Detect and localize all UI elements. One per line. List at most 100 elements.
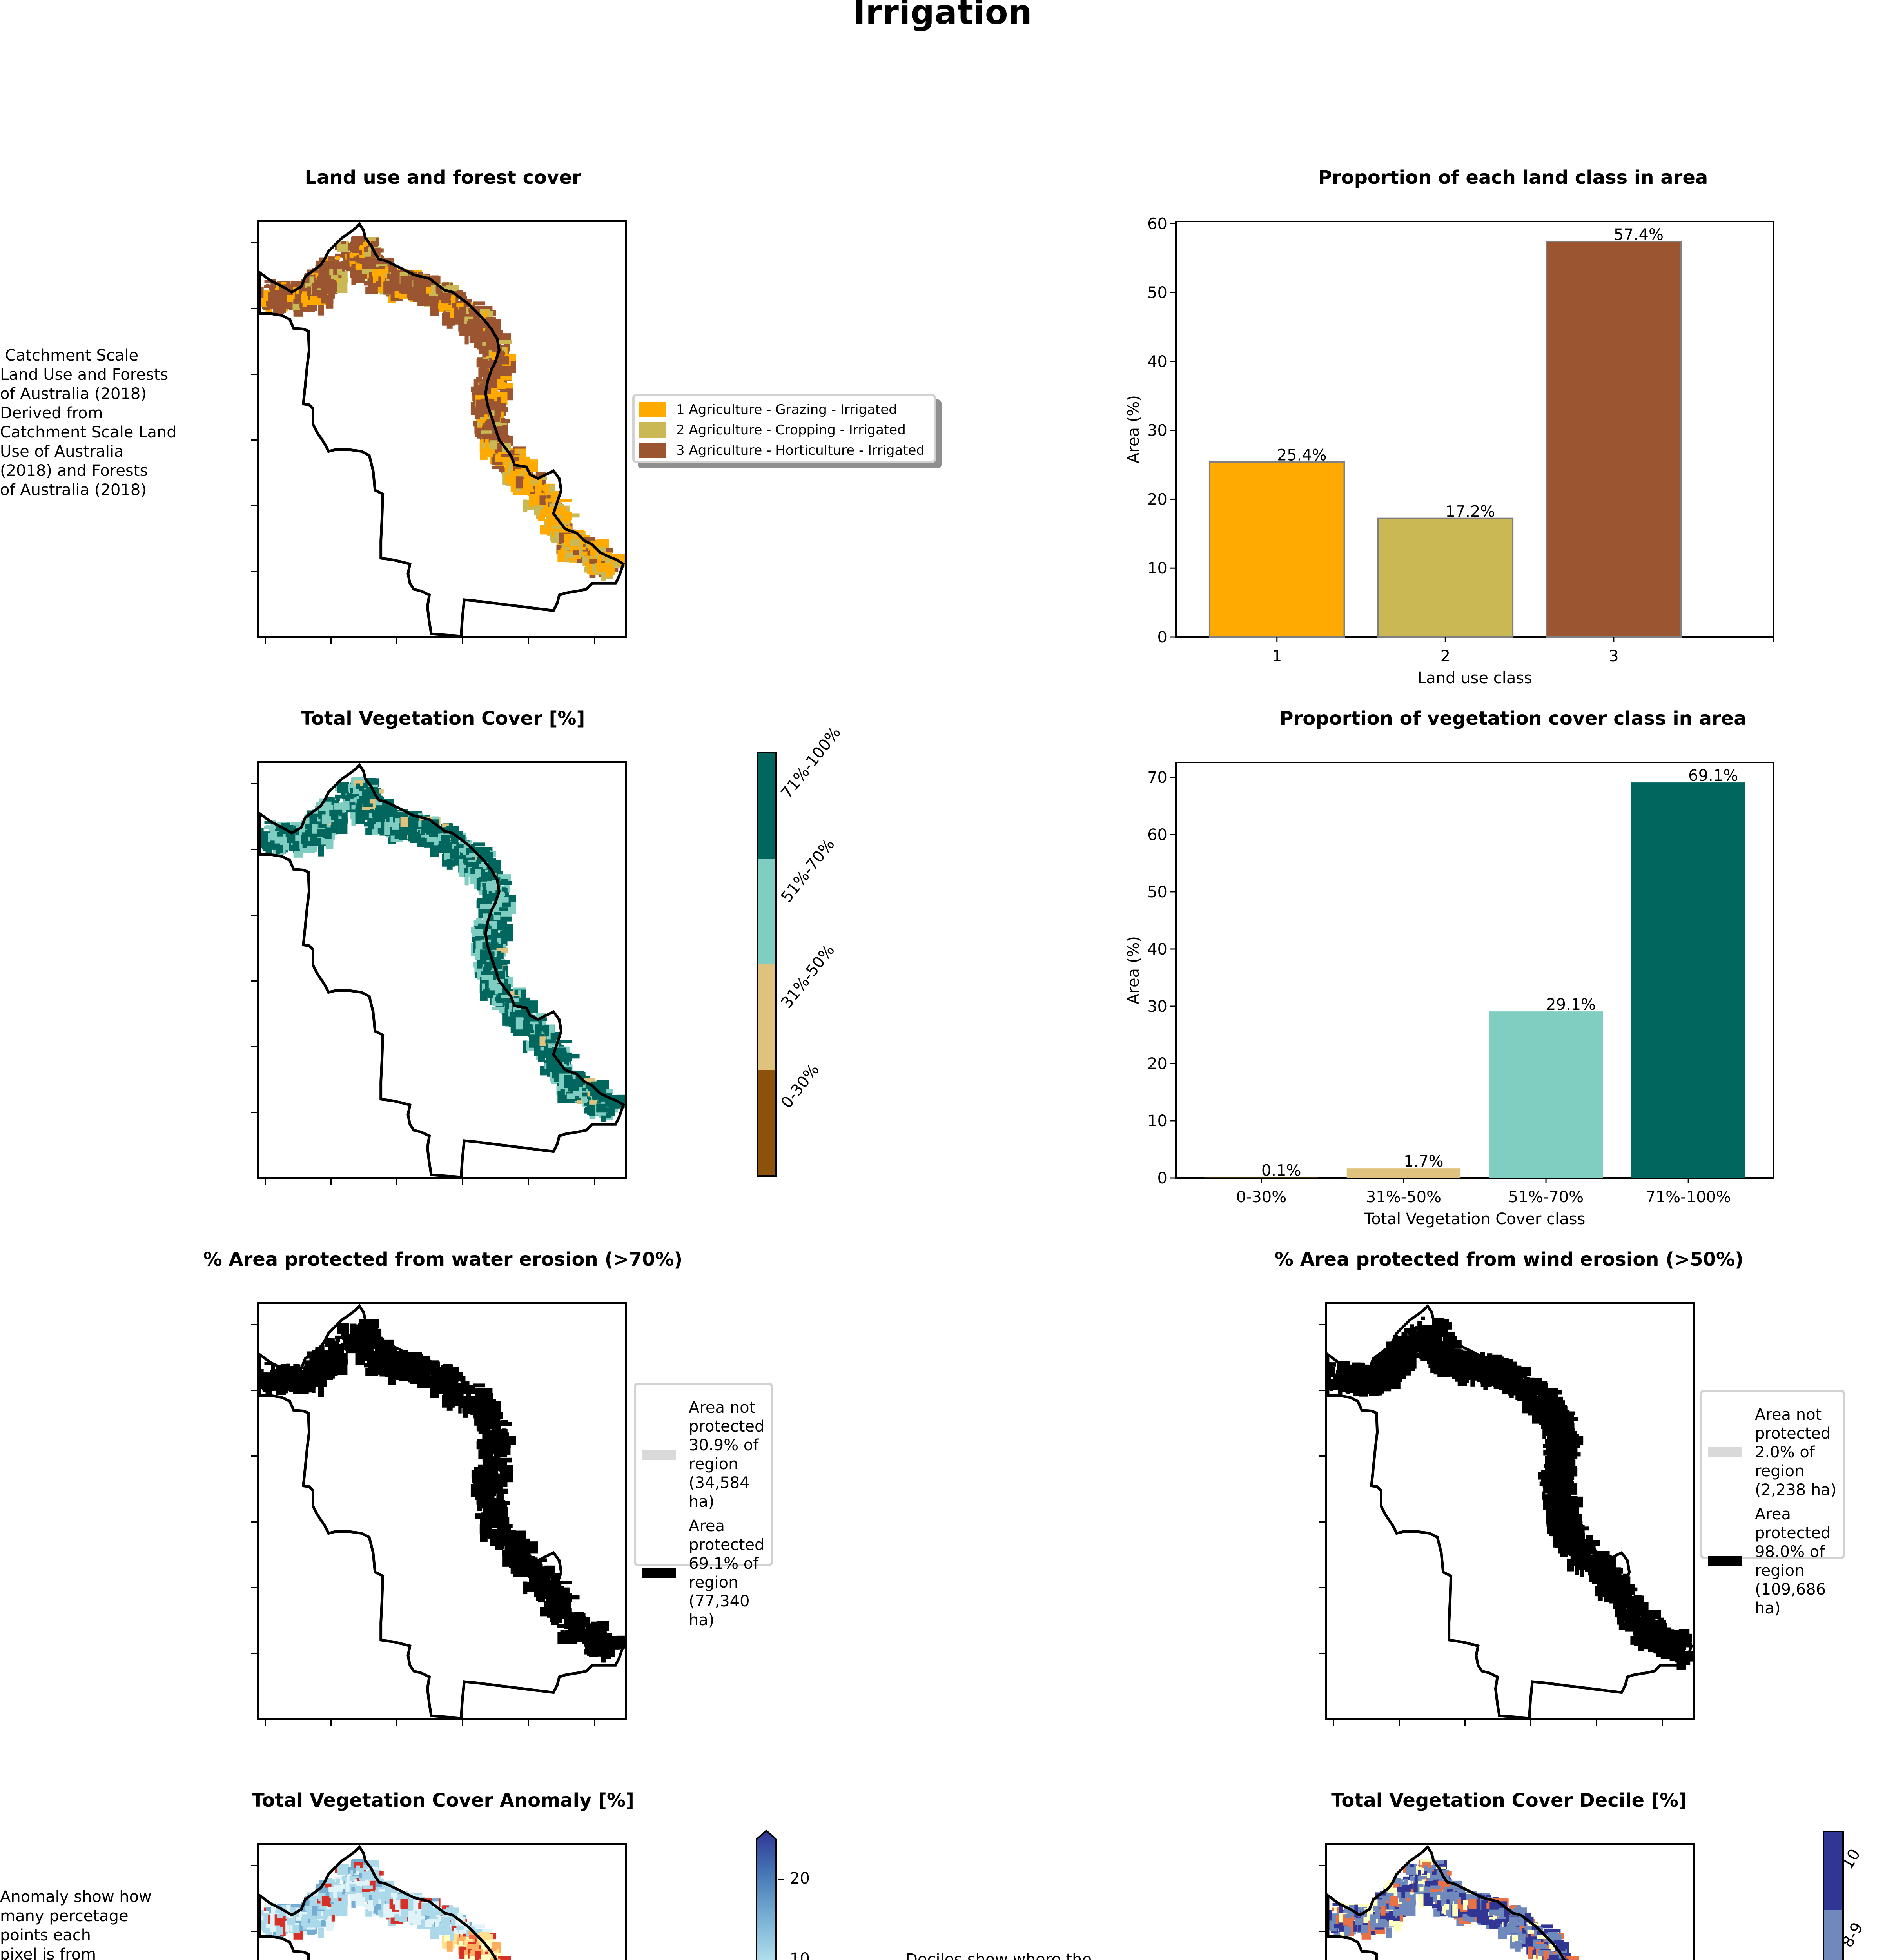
map-pixel (1554, 1409, 1558, 1419)
map-pixel (596, 1103, 606, 1113)
map-pixel (543, 1569, 548, 1573)
map-pixel (590, 1089, 597, 1096)
map-pixel (350, 788, 353, 793)
map-pixel (500, 411, 504, 423)
map-pixel (341, 782, 346, 785)
map-pixel (584, 1649, 588, 1655)
map-pixel (1564, 1493, 1570, 1504)
map-pixel (490, 892, 496, 897)
map-pixel (567, 513, 580, 518)
y-tick-label: 40 (1147, 353, 1167, 371)
map-pixel (499, 916, 512, 922)
map-pixel (463, 844, 471, 848)
map-pixel (598, 1096, 602, 1101)
map-pixel (1509, 1392, 1514, 1398)
map-pixel (554, 1614, 562, 1623)
page-title: Irrigation (853, 0, 1032, 32)
map-pixel (492, 462, 503, 466)
map-pixel (334, 803, 343, 810)
map-pixel (341, 1343, 345, 1348)
bar-data-label: 29.1% (1546, 996, 1596, 1014)
map-pixel (602, 1089, 613, 1094)
map-pixel (509, 1020, 517, 1027)
map-pixel (499, 1422, 512, 1426)
map-pixel (312, 1368, 317, 1372)
map-pixel (582, 546, 586, 550)
map-pixel (508, 1009, 512, 1021)
y-axis-label: Area (%) (1125, 395, 1143, 463)
map-pixel (384, 266, 389, 270)
map-pixel (483, 448, 490, 456)
y-tick-label: 10 (1147, 559, 1167, 577)
map-pixel (1543, 1464, 1554, 1468)
map-pixel (1417, 1337, 1426, 1342)
y-tick-label: 40 (1147, 940, 1167, 958)
map-pixel (491, 940, 495, 946)
x-tick-label: 1 (1272, 647, 1282, 665)
map-pixel (534, 1587, 541, 1597)
map-pixel (495, 382, 506, 390)
map-pixel (1553, 1430, 1558, 1443)
map-pixel (481, 928, 486, 938)
map-pixel (486, 866, 497, 870)
map-pixel (463, 1409, 468, 1418)
map-pixel (456, 1385, 466, 1389)
map-pixel (368, 1359, 374, 1371)
map-pixel (582, 1633, 588, 1638)
bar (1631, 782, 1745, 1178)
map-pixel (278, 303, 283, 312)
map-pixel (379, 810, 392, 815)
map-pixel (543, 487, 548, 492)
map-pixel (539, 476, 547, 480)
map-pixel (589, 559, 597, 564)
map-pixel (489, 929, 498, 936)
map-pixel (393, 1365, 397, 1372)
map-pixel (459, 864, 464, 877)
map-pixel (539, 1017, 547, 1021)
map-pixel (466, 862, 479, 867)
land-use-source-note: Catchment Scale Land Use and Forests of … (0, 347, 177, 499)
map-pixel (1543, 1412, 1547, 1416)
map-pixel (372, 810, 384, 818)
map-pixel (477, 422, 481, 427)
map-pixel (501, 995, 514, 998)
map-pixel (1565, 1420, 1571, 1425)
map-pixel (311, 812, 317, 816)
map-pixel (585, 1636, 590, 1649)
map-pixel (501, 356, 509, 362)
map-pixel (354, 786, 359, 793)
map-pixel (359, 250, 362, 255)
y-tick-label: 0 (1157, 628, 1167, 646)
map-pixel (286, 822, 290, 835)
map-pixel (495, 923, 506, 931)
map-pixel (341, 253, 345, 258)
map-pixel (509, 479, 517, 486)
map-pixel (587, 561, 590, 574)
y-tick-label: 70 (1147, 769, 1167, 787)
map-pixel (466, 1403, 479, 1408)
map-pixel (432, 1386, 439, 1392)
map-pixel (1421, 1316, 1426, 1320)
map-pixel (477, 346, 481, 350)
y-tick-label: 10 (1147, 1112, 1167, 1130)
legend-item: 3 Agriculture - Horticulture - Irrigated (635, 440, 934, 461)
map-pixel (426, 1378, 438, 1383)
map-pixel (484, 414, 489, 419)
bar (1377, 517, 1514, 638)
y-axis-label: Area (%) (1125, 936, 1143, 1004)
map-pixel (489, 1470, 498, 1477)
map-pixel (364, 1363, 370, 1368)
map-pixel (431, 826, 436, 838)
map-pixel (515, 476, 524, 489)
map-pixel (545, 1580, 557, 1584)
map-pixel (557, 1624, 569, 1628)
map-pixel (1431, 1328, 1436, 1335)
map-pixel (613, 1102, 620, 1109)
map-pixel (431, 1367, 436, 1379)
map-pixel (351, 273, 356, 285)
legend-label: 2 Agriculture - Cropping - Irrigated (676, 422, 906, 438)
map-pixel (552, 1071, 556, 1079)
map-pixel (567, 1054, 580, 1059)
map-pixel (535, 1565, 542, 1575)
map-pixel (504, 437, 508, 446)
